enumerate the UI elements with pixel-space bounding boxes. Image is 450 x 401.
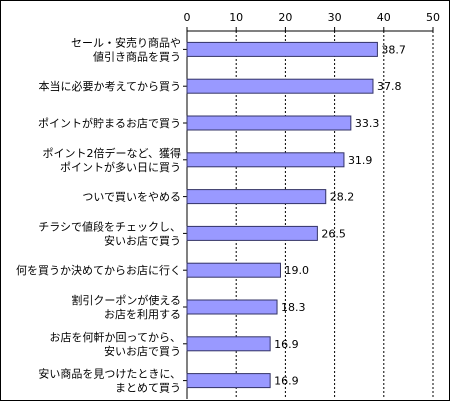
category-labels: セール・安売り商品や値引き商品を買う本当に必要か考えてから買うポイントが貯まるお…	[16, 35, 181, 394]
x-tick-label: 20	[278, 11, 292, 24]
bar	[186, 262, 281, 278]
category-label: 本当に必要か考えてから買う	[39, 79, 181, 93]
bar	[186, 189, 327, 205]
category-label: 割引クーポンが使えるお店を利用する	[71, 293, 181, 321]
value-label: 38.7	[381, 43, 406, 56]
category-label: ポイント2倍デーなど、獲得ポイントが多い日に買う	[43, 146, 181, 174]
value-label: 31.9	[348, 154, 373, 167]
x-tick-label: 50	[426, 11, 440, 24]
bar	[186, 41, 378, 57]
bar	[186, 78, 374, 94]
bar	[186, 225, 318, 241]
value-label: 37.8	[377, 80, 402, 93]
x-axis: 0 10 20 30 40 50	[183, 11, 440, 399]
value-label: 28.2	[330, 191, 355, 204]
bar	[186, 152, 345, 168]
value-label: 16.9	[274, 338, 299, 351]
value-label: 18.3	[281, 301, 306, 314]
category-label: セール・安売り商品や値引き商品を買う	[71, 35, 181, 63]
value-label: 16.9	[274, 375, 299, 388]
value-label: 26.5	[321, 227, 346, 240]
x-tick-label: 10	[229, 11, 243, 24]
x-tick-label: 30	[328, 11, 342, 24]
category-label: 何を買うか決めてからお店に行く	[16, 263, 181, 277]
category-label: ポイントが貯まるお店で買う	[38, 116, 181, 130]
bar	[186, 115, 352, 131]
bar	[186, 299, 278, 315]
value-label: 33.3	[355, 117, 380, 130]
category-label: ついで買いをやめる	[82, 191, 181, 204]
bar	[186, 373, 271, 389]
category-label: 安い商品を見つけたときに、まとめて買う	[38, 367, 181, 395]
bars: 38.7 37.8 33.3 31.9 28.2 26.5 19.0 18.3 16.9 16.9	[186, 41, 406, 389]
x-tick-label: 0	[184, 11, 191, 24]
category-label: チラシで値段をチェックし、安いお店で買う	[38, 219, 181, 247]
bar	[186, 336, 271, 352]
x-tick-label: 40	[377, 11, 391, 24]
category-label: お店を何軒か回ってから、安いお店で買う	[50, 330, 181, 358]
value-label: 19.0	[284, 264, 309, 277]
